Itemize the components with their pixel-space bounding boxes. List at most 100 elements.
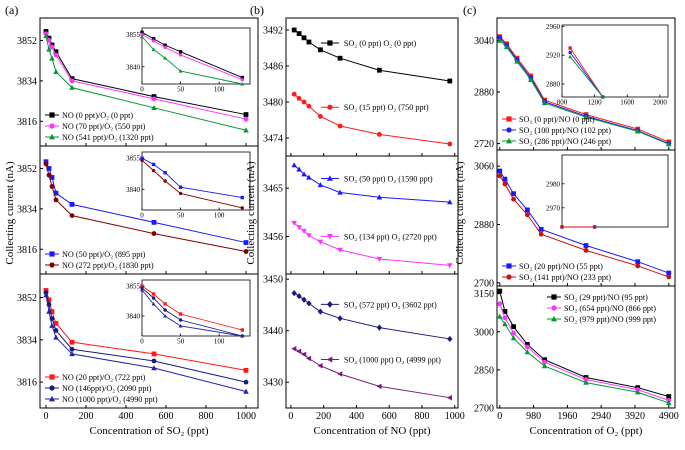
x-tick-label: 600 [382, 411, 397, 422]
inset-data-point [240, 77, 244, 82]
data-point [634, 389, 641, 395]
data-point [243, 388, 249, 394]
data-point [46, 172, 52, 178]
data-point [503, 44, 510, 50]
y-tick-label: 3492 [263, 26, 283, 37]
y-tick-label: 3834 [17, 76, 37, 87]
legend-label: NO (20 ppt)/O₂ (722 ppt) [62, 373, 146, 382]
series-line-b-1-1 [293, 222, 450, 266]
data-point [542, 357, 548, 363]
data-point [317, 362, 323, 369]
inset-y-tick-label: 2980 [546, 180, 561, 188]
legend-marker [49, 385, 55, 391]
inset-data-point [151, 296, 156, 300]
y-axis-label-b: Collecting current (nA) [245, 161, 257, 265]
data-point [337, 315, 343, 322]
legend-label: SO₂ (100 ppt)/NO (102 ppt) [519, 126, 611, 135]
data-point [376, 324, 383, 331]
inset-data-point [240, 195, 244, 200]
legend-label: SO₂ (1000 ppt) O₂ (4999 ppt) [344, 356, 441, 365]
inset-data-point [178, 318, 183, 322]
legend-label: NO (272 ppt)/O₂ (1830 ppt) [62, 261, 154, 270]
legend-marker [506, 274, 512, 280]
inset-data-point [178, 191, 183, 196]
y-tick-label: 3150 [474, 289, 494, 300]
legend-label: SO₂ (0 ppt)/NO (0 ppt) [519, 115, 595, 124]
y-tick-label: 3480 [263, 98, 283, 109]
y-tick-label: 3816 [17, 117, 37, 128]
legend-marker [49, 112, 55, 118]
inset-data-point [151, 301, 156, 306]
data-point [497, 168, 503, 174]
legend-label: SO₂ (50 ppt) O₂ (1590 ppt) [344, 174, 433, 183]
series-line-c-2-2 [499, 316, 669, 404]
data-point [511, 330, 516, 336]
legend-label: NO (541 ppt)/O₂ (1320 ppt) [62, 133, 154, 142]
legend-marker [326, 234, 333, 240]
inset-data-point [178, 49, 183, 54]
x-tick-label: 1000 [445, 411, 465, 422]
data-point [542, 359, 548, 365]
data-point [317, 182, 324, 188]
x-tick-label: 0 [497, 411, 502, 422]
data-point [301, 296, 307, 303]
data-point [69, 201, 75, 207]
y-tick-label: 3060 [474, 162, 494, 173]
inset-data-point [151, 162, 156, 167]
x-tick-label: 200 [316, 411, 331, 422]
legend-marker [326, 175, 333, 181]
series-line-b-0-0 [293, 29, 450, 82]
inset-data-point [568, 46, 572, 50]
inset-x-tick-label: 50 [177, 212, 185, 220]
data-point [243, 127, 249, 133]
y-axis-label-a: Collecting current (nA) [4, 161, 16, 265]
data-point [528, 76, 534, 82]
inset-data-point [240, 333, 245, 338]
x-tick-label: 1960 [557, 411, 577, 422]
inset-data-point [600, 94, 605, 99]
y-tick-label: 3430 [263, 378, 283, 389]
data-point [306, 233, 312, 239]
inset-y-tick-label: 3855 [126, 283, 141, 291]
inset-data-point [163, 313, 168, 318]
data-point [151, 96, 157, 102]
data-point [151, 358, 157, 364]
legend-marker [551, 315, 557, 322]
y-tick-label: 2700 [474, 278, 494, 289]
inset-y-tick-label: 3840 [126, 63, 141, 71]
legend-marker [49, 251, 55, 257]
y-tick-label: 3834 [17, 335, 37, 346]
data-point [301, 228, 307, 234]
data-point [583, 243, 589, 248]
data-point [291, 91, 297, 97]
data-point [49, 175, 55, 180]
data-point [447, 78, 453, 84]
data-point [511, 324, 516, 330]
inset-frame [141, 27, 251, 85]
data-point [151, 219, 157, 225]
data-point [376, 67, 382, 73]
x-tick-label: 800 [199, 411, 214, 422]
data-point [524, 349, 531, 355]
y-tick-label: 2880 [474, 88, 494, 99]
data-point [296, 31, 302, 36]
data-point [49, 44, 55, 50]
x-tick-label: 600 [159, 411, 174, 422]
data-point [502, 309, 508, 314]
data-point [337, 247, 343, 253]
data-point [541, 363, 548, 369]
data-point [69, 84, 75, 90]
y-tick-label: 3852 [17, 293, 37, 304]
inset-data-point [140, 156, 144, 160]
data-point [496, 313, 503, 319]
y-tick-label: 3816 [17, 245, 37, 256]
inset-frame [561, 24, 669, 98]
y-tick-label: 3816 [17, 378, 37, 389]
legend-label: SO₂ (141 ppt)/NO (233 ppt) [519, 273, 611, 282]
inset-data-point [240, 75, 244, 80]
data-point [306, 174, 312, 180]
data-point [69, 213, 75, 219]
data-point [296, 348, 302, 355]
data-point [538, 226, 544, 232]
